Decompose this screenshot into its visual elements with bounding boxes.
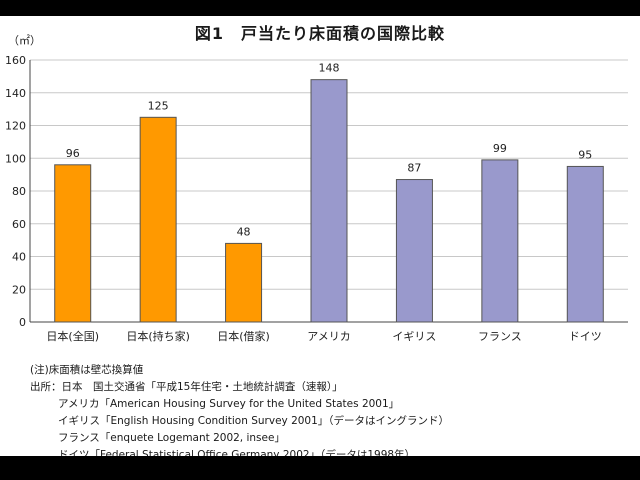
chart-panel: 0 20 40 60 80 100 120 140 160 96 日本(全国) 125 日本(持ち家) 4… bbox=[0, 16, 640, 456]
bar bbox=[225, 242, 263, 323]
source-intro: 出所：日本 国土交通省「平成15年住宅・土地統計調査（速報）」 bbox=[30, 381, 343, 393]
bar-value-label: 96 bbox=[66, 147, 80, 160]
bar-value-label: 148 bbox=[319, 62, 340, 75]
x-category-label: イギリス bbox=[392, 330, 436, 343]
y-tick-label: 100 bbox=[5, 152, 26, 165]
bar bbox=[566, 165, 604, 323]
y-tick-label: 140 bbox=[5, 87, 26, 100]
x-category-label: 日本(借家) bbox=[217, 329, 270, 343]
source-de: ドイツ「Federal Statistical Office Germany 2… bbox=[58, 449, 416, 456]
bar bbox=[139, 116, 177, 323]
y-tick-label: 160 bbox=[5, 54, 26, 67]
y-tick-label: 20 bbox=[12, 283, 26, 296]
source-uk: イギリス「English Housing Condition Survey 20… bbox=[58, 415, 450, 427]
x-category-label: 日本(持ち家) bbox=[126, 329, 190, 343]
y-axis-unit-label: （㎡） bbox=[8, 34, 41, 47]
bar bbox=[395, 179, 433, 323]
y-tick-label: 0 bbox=[19, 316, 26, 329]
bar bbox=[481, 159, 519, 323]
bar-value-label: 125 bbox=[148, 99, 169, 112]
bar-value-label: 48 bbox=[237, 225, 251, 238]
bar-value-label: 99 bbox=[493, 142, 507, 155]
chart-notes: (注)床面積は壁芯換算値 出所：日本 国土交通省「平成15年住宅・土地統計調査（… bbox=[30, 362, 449, 456]
bar bbox=[310, 79, 348, 323]
y-tick-label: 60 bbox=[12, 218, 26, 231]
bar-value-label: 87 bbox=[407, 162, 421, 175]
x-category-label: ドイツ bbox=[569, 330, 602, 343]
bar-chart: 0 20 40 60 80 100 120 140 160 96 日本(全国) 125 日本(持ち家) 4… bbox=[5, 54, 628, 343]
note-text: (注)床面積は壁芯換算値 bbox=[30, 364, 144, 376]
chart-title: 図1 戸当たり床面積の国際比較 bbox=[194, 24, 446, 43]
x-category-label: フランス bbox=[478, 330, 522, 343]
bar-value-label: 95 bbox=[578, 148, 592, 161]
bar bbox=[54, 164, 92, 323]
y-tick-label: 80 bbox=[12, 185, 26, 198]
source-us: アメリカ「American Housing Survey for the Uni… bbox=[58, 398, 400, 410]
y-tick-label: 40 bbox=[12, 251, 26, 264]
source-fr: フランス「enquete Logemant 2002, insee」 bbox=[58, 432, 285, 444]
x-category-label: 日本(全国) bbox=[46, 329, 99, 343]
x-category-label: アメリカ bbox=[307, 330, 350, 343]
y-tick-label: 120 bbox=[5, 120, 26, 133]
